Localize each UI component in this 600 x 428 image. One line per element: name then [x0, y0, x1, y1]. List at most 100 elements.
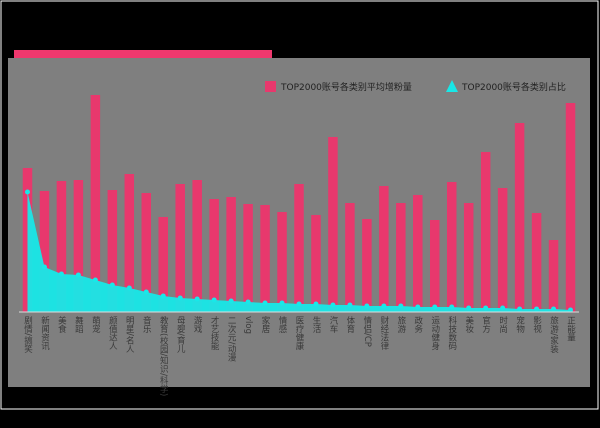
x-tick-label: 二次元/动漫 [226, 316, 236, 362]
point [364, 303, 370, 309]
point [398, 303, 404, 309]
x-tick-label: 时尚 [498, 315, 508, 334]
x-tick-label: 生活 [311, 315, 321, 334]
bar [328, 137, 338, 312]
point [517, 306, 523, 312]
point [228, 298, 234, 304]
x-tick-label: 财经法律 [379, 315, 389, 351]
frame [0, 0, 599, 410]
x-tick-label: 游戏 [192, 315, 202, 334]
x-tick-label: 家居 [260, 315, 270, 334]
bar [463, 203, 474, 312]
bar [497, 188, 508, 312]
point [551, 306, 557, 312]
bar [141, 193, 152, 312]
x-tick-label: 汽车 [328, 315, 338, 334]
x-tick-label: 体育 [345, 315, 355, 334]
x-tick-label: 宠物 [515, 315, 525, 334]
point [109, 282, 115, 288]
point [313, 301, 319, 307]
bar [226, 197, 236, 312]
bar [565, 103, 576, 312]
point [177, 295, 183, 301]
point [75, 272, 81, 278]
bar [277, 212, 287, 312]
x-tick-label: 美妆 [464, 315, 474, 334]
point [415, 304, 421, 310]
bar [124, 174, 135, 312]
point [126, 285, 132, 291]
bar [430, 220, 440, 312]
point [449, 304, 455, 310]
x-tick-label: 音乐 [141, 315, 151, 333]
bar [548, 240, 559, 312]
legend-swatch [265, 81, 276, 92]
point [432, 304, 438, 310]
point [24, 189, 30, 195]
x-tick-label: vlog [243, 316, 253, 334]
bar [379, 186, 389, 312]
point [92, 277, 98, 283]
x-tick-label: 才艺技能 [209, 315, 219, 351]
bar [73, 180, 84, 312]
bar [362, 219, 372, 312]
point [58, 271, 64, 277]
point [534, 306, 540, 312]
point [330, 302, 336, 308]
point [568, 307, 574, 313]
point [143, 289, 149, 295]
x-tick-label: 剧情/搞笑 [22, 316, 32, 354]
point [279, 300, 285, 306]
x-tick-label: 运动健身 [430, 316, 440, 351]
legend-swatch [446, 80, 458, 92]
header-bar [14, 50, 272, 58]
x-tick-label: 明星/名人 [124, 316, 134, 353]
bar [294, 184, 304, 312]
point [262, 300, 268, 306]
x-tick-label: 舞蹈 [73, 315, 83, 334]
x-tick-label: 新闻资讯 [39, 315, 49, 351]
bar [480, 152, 491, 312]
bar [396, 203, 406, 312]
point [41, 264, 47, 270]
area [27, 192, 571, 312]
bar [446, 182, 457, 312]
x-tick-label: 旅游/家装 [549, 315, 559, 353]
bar [158, 217, 168, 312]
x-tick-label: 政务 [413, 315, 423, 334]
x-tick-label: 情侣/CP [362, 315, 372, 346]
bar [413, 195, 423, 312]
point [194, 296, 200, 302]
bar [243, 204, 253, 312]
point [381, 303, 387, 309]
bar [260, 205, 270, 312]
x-tick-label: 颜值达人 [107, 315, 117, 350]
x-tick-label: 影视 [532, 315, 542, 334]
x-tick-label: 萌宠 [90, 315, 100, 334]
bar [39, 191, 50, 312]
point [483, 305, 489, 311]
x-tick-label: 母婴/育儿 [175, 316, 185, 354]
x-tick-label: 官方 [481, 315, 491, 334]
point [211, 297, 217, 303]
x-tick-label: 旅游 [396, 315, 406, 334]
x-tick-label: 美食 [56, 315, 66, 334]
bar [90, 95, 101, 312]
point [296, 301, 302, 307]
bar [107, 190, 118, 312]
point [160, 293, 166, 299]
x-tick-label: 医疗健康 [294, 316, 304, 350]
x-tick-label: 教育(校园/知识/科学) [158, 315, 168, 396]
bar [175, 184, 185, 312]
bar [209, 199, 219, 312]
bar [514, 123, 525, 312]
bar [345, 203, 355, 312]
point [500, 305, 506, 311]
legend-label: TOP2000账号各类别占比 [461, 81, 566, 93]
x-tick-label: 科技数码 [447, 315, 457, 351]
x-tick-label: 正能量 [566, 316, 576, 342]
bar [531, 213, 542, 312]
bar [311, 215, 321, 312]
point [245, 299, 251, 305]
